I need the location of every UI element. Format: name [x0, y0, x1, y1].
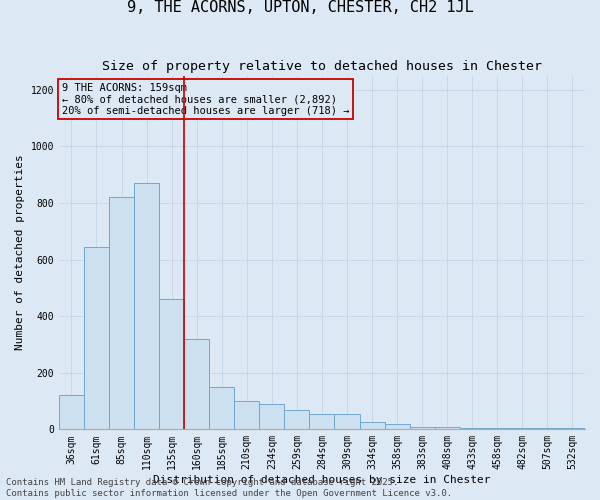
Bar	[410, 426, 434, 430]
Bar	[434, 427, 460, 430]
Text: 9, THE ACORNS, UPTON, CHESTER, CH2 1JL: 9, THE ACORNS, UPTON, CHESTER, CH2 1JL	[127, 0, 473, 15]
Bar	[485, 428, 510, 430]
Bar	[284, 410, 310, 430]
Bar	[510, 428, 535, 430]
Bar	[385, 424, 410, 430]
Text: 9 THE ACORNS: 159sqm
← 80% of detached houses are smaller (2,892)
20% of semi-de: 9 THE ACORNS: 159sqm ← 80% of detached h…	[62, 82, 349, 116]
Bar	[134, 183, 159, 430]
Bar	[359, 422, 385, 430]
Bar	[460, 428, 485, 430]
Y-axis label: Number of detached properties: Number of detached properties	[15, 154, 25, 350]
Bar	[59, 396, 84, 430]
Bar	[209, 387, 234, 430]
Bar	[234, 401, 259, 430]
Text: Contains HM Land Registry data © Crown copyright and database right 2025.
Contai: Contains HM Land Registry data © Crown c…	[6, 478, 452, 498]
X-axis label: Distribution of detached houses by size in Chester: Distribution of detached houses by size …	[153, 475, 491, 485]
Bar	[184, 339, 209, 430]
Bar	[560, 428, 585, 430]
Bar	[109, 198, 134, 430]
Bar	[535, 428, 560, 430]
Bar	[310, 414, 334, 430]
Bar	[84, 247, 109, 430]
Bar	[259, 404, 284, 429]
Bar	[334, 414, 359, 430]
Title: Size of property relative to detached houses in Chester: Size of property relative to detached ho…	[102, 60, 542, 73]
Bar	[159, 299, 184, 430]
